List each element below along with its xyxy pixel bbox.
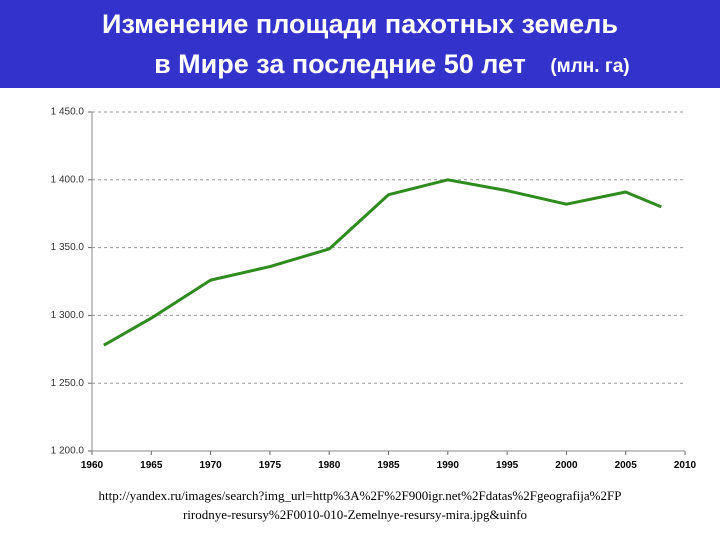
y-tick-label: 1 450.0 [51,107,85,118]
x-tick-label: 1985 [377,460,400,471]
x-tick-label: 1980 [318,460,341,471]
y-tick-label: 1 250.0 [51,378,85,389]
x-tick-label: 1965 [140,460,163,471]
x-tick-label: 1970 [199,460,222,471]
x-tick-label: 1975 [259,460,282,471]
title-line: Изменение площади пахотных земель [102,9,618,39]
y-tick-label: 1 200.0 [51,446,85,457]
title-line: в Мире за последние 50 лет [154,49,526,79]
x-tick-label: 2010 [674,460,697,471]
title-unit: (млн. га) [550,56,629,77]
x-tick-label: 2005 [615,460,638,471]
x-tick-label: 1990 [437,460,460,471]
source-line: rirodnye-resursy%2F0010-010-Zemelnye-res… [183,507,527,522]
y-tick-label: 1 350.0 [51,242,85,253]
x-tick-label: 2000 [555,460,578,471]
header-band [0,0,720,88]
x-tick-label: 1960 [81,460,104,471]
y-tick-label: 1 300.0 [51,310,85,321]
data-line [103,178,662,347]
y-tick-label: 1 400.0 [51,174,85,185]
x-tick-label: 1995 [496,460,519,471]
source-line: http://yandex.ru/images/search?img_url=h… [99,488,622,503]
